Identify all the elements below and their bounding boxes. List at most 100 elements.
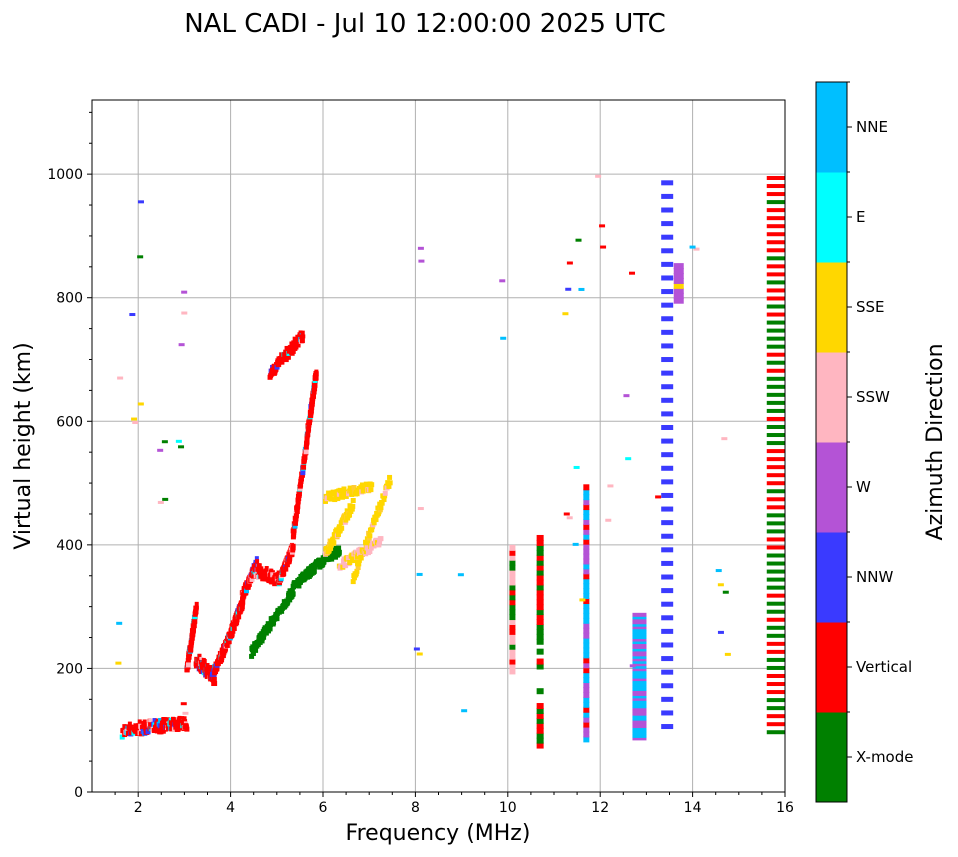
echo-mark — [583, 494, 590, 501]
echo-mark — [766, 192, 785, 197]
echo-mark — [661, 329, 674, 335]
echo-mark — [661, 574, 674, 580]
echo-mark — [249, 653, 255, 659]
echo-mark — [536, 707, 544, 714]
echo-mark — [661, 424, 674, 430]
echo-mark — [766, 400, 785, 405]
echo-mark — [583, 504, 590, 511]
echo-mark — [267, 626, 273, 632]
echo-mark — [661, 289, 674, 295]
echo-mark — [290, 348, 296, 354]
echo-mark — [287, 555, 293, 561]
echo-mark — [301, 464, 307, 470]
echo-mark — [766, 465, 785, 470]
echo-mark — [583, 701, 590, 708]
echo-mark — [583, 597, 590, 604]
echo-mark — [509, 609, 516, 616]
echo-mark — [595, 174, 602, 178]
colorbar-segment — [816, 532, 847, 623]
echo-mark — [766, 256, 785, 261]
colorbar-label: NNW — [856, 568, 893, 586]
echo-mark — [367, 549, 373, 554]
echo-mark — [253, 647, 259, 653]
echo-mark — [270, 570, 275, 575]
echo-mark — [583, 583, 590, 590]
echo-mark — [185, 662, 191, 668]
echo-mark — [354, 568, 360, 574]
echo-mark — [137, 402, 144, 406]
echo-mark — [239, 604, 245, 610]
echo-mark — [117, 376, 124, 380]
echo-mark — [309, 399, 315, 405]
echo-mark — [629, 664, 636, 668]
echo-mark — [572, 542, 579, 546]
echo-mark — [632, 667, 647, 672]
echo-mark — [231, 625, 237, 631]
echo-mark — [632, 736, 647, 741]
echo-mark — [185, 657, 191, 663]
echo-mark — [386, 483, 392, 489]
echo-mark — [271, 620, 277, 626]
echo-mark — [509, 594, 516, 601]
y-tick-label: 400 — [56, 538, 83, 554]
echo-mark — [766, 184, 785, 189]
echo-mark — [661, 506, 674, 512]
echo-mark — [632, 731, 647, 736]
echo-mark — [766, 569, 785, 574]
echo-mark — [347, 560, 353, 566]
echo-mark — [416, 652, 423, 656]
echo-mark — [583, 523, 590, 530]
echo-mark — [191, 623, 197, 629]
echo-mark — [583, 726, 590, 733]
echo-mark — [632, 711, 647, 716]
echo-mark — [632, 635, 647, 640]
x-tick-label: 16 — [776, 800, 794, 816]
echo-mark — [632, 719, 647, 724]
echo-mark — [509, 604, 516, 611]
echo-mark — [583, 518, 590, 525]
colorbar-segment — [816, 172, 847, 263]
echo-mark — [157, 448, 164, 452]
echo-mark — [632, 637, 647, 642]
echo-mark — [536, 633, 544, 640]
echo-mark — [129, 313, 136, 317]
echo-mark — [632, 679, 647, 684]
echo-mark — [661, 547, 674, 553]
echo-mark — [536, 614, 544, 621]
echo-mark — [766, 537, 785, 542]
echo-mark — [766, 561, 785, 566]
echo-mark — [254, 556, 259, 561]
echo-mark — [509, 668, 516, 675]
echo-mark — [416, 572, 423, 576]
echo-mark — [583, 682, 590, 689]
echo-mark — [766, 649, 785, 654]
echo-mark — [259, 638, 265, 644]
echo-mark — [583, 484, 590, 491]
echo-mark — [766, 714, 785, 719]
x-tick-label: 10 — [499, 800, 517, 816]
echo-mark — [350, 497, 356, 503]
echo-mark — [328, 496, 334, 502]
echo-mark — [661, 683, 674, 689]
echo-mark — [766, 489, 785, 494]
echo-mark — [583, 563, 590, 570]
echo-mark — [341, 486, 347, 492]
echo-mark — [766, 360, 785, 365]
echo-mark — [335, 532, 341, 538]
echo-mark — [661, 669, 674, 675]
echo-mark — [632, 652, 647, 657]
colorbar-label: SSW — [856, 388, 890, 406]
echo-mark — [303, 449, 309, 455]
echo-mark — [290, 545, 296, 551]
echo-mark — [296, 583, 302, 589]
echo-mark — [376, 542, 382, 548]
echo-mark — [155, 718, 160, 723]
echo-mark — [137, 200, 144, 204]
echo-mark — [188, 643, 194, 649]
echo-mark — [583, 647, 590, 654]
echo-mark — [766, 657, 785, 662]
echo-mark — [188, 646, 194, 652]
echo-mark — [632, 726, 647, 731]
echo-mark — [365, 539, 371, 545]
echo-mark — [509, 614, 516, 621]
